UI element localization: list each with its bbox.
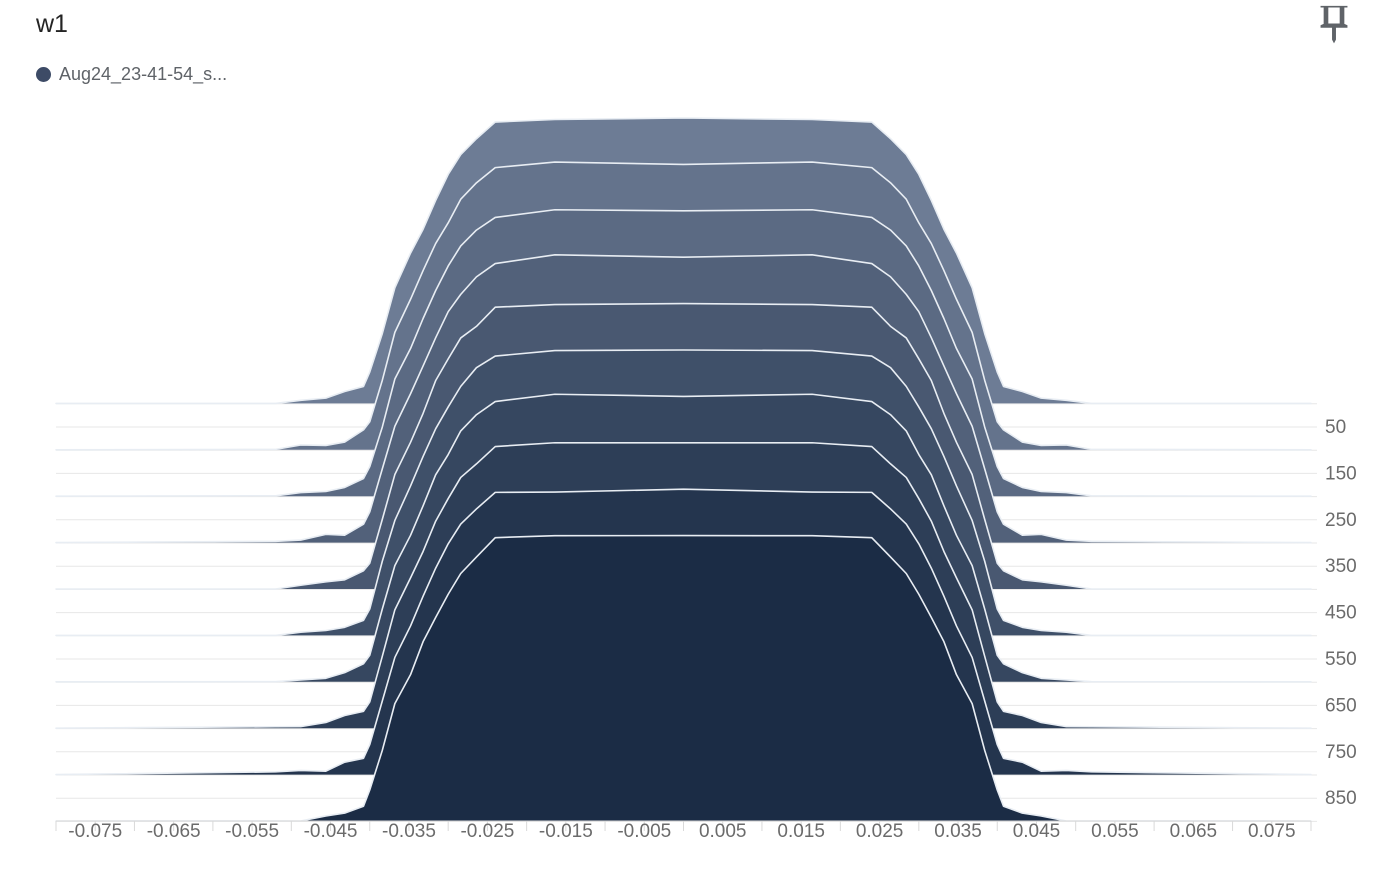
svg-text:850: 850 bbox=[1325, 788, 1357, 809]
svg-text:350: 350 bbox=[1325, 556, 1357, 577]
svg-text:250: 250 bbox=[1325, 510, 1357, 531]
svg-text:650: 650 bbox=[1325, 695, 1357, 716]
svg-text:0.075: 0.075 bbox=[1248, 821, 1296, 842]
svg-text:-0.005: -0.005 bbox=[617, 821, 671, 842]
svg-text:150: 150 bbox=[1325, 463, 1357, 484]
svg-text:450: 450 bbox=[1325, 603, 1357, 624]
svg-text:0.025: 0.025 bbox=[856, 821, 904, 842]
svg-text:-0.025: -0.025 bbox=[460, 821, 514, 842]
svg-text:0.055: 0.055 bbox=[1091, 821, 1139, 842]
svg-text:0.035: 0.035 bbox=[934, 821, 982, 842]
svg-text:50: 50 bbox=[1325, 417, 1346, 438]
svg-text:750: 750 bbox=[1325, 742, 1357, 763]
svg-text:0.015: 0.015 bbox=[777, 821, 825, 842]
svg-text:-0.015: -0.015 bbox=[539, 821, 593, 842]
svg-text:-0.065: -0.065 bbox=[147, 821, 201, 842]
svg-text:-0.035: -0.035 bbox=[382, 821, 436, 842]
svg-text:-0.075: -0.075 bbox=[68, 821, 122, 842]
svg-text:-0.045: -0.045 bbox=[304, 821, 358, 842]
svg-text:0.005: 0.005 bbox=[699, 821, 747, 842]
svg-text:0.045: 0.045 bbox=[1013, 821, 1061, 842]
svg-text:-0.055: -0.055 bbox=[225, 821, 279, 842]
svg-text:0.065: 0.065 bbox=[1170, 821, 1218, 842]
svg-text:550: 550 bbox=[1325, 649, 1357, 670]
